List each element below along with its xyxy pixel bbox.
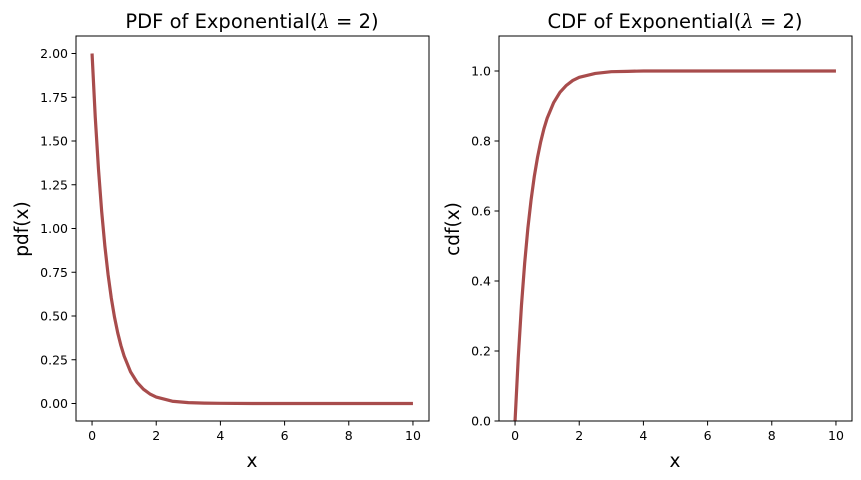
pdf-y-tick-label: 0.75 bbox=[40, 265, 68, 280]
pdf-title: PDF of Exponential(λ = 2) bbox=[125, 10, 378, 33]
pdf-x-tick-label: 4 bbox=[216, 428, 224, 443]
pdf-x-tick-label: 2 bbox=[152, 428, 160, 443]
cdf-y-tick-label: 1.0 bbox=[471, 64, 491, 79]
cdf-x-tick-label: 0 bbox=[511, 428, 519, 443]
pdf-series-line bbox=[90, 53, 413, 406]
pdf-x-tick-label: 10 bbox=[405, 428, 421, 443]
pdf-x-tick-label: 0 bbox=[88, 428, 96, 443]
pdf-y-tick-label: 0.50 bbox=[40, 309, 68, 324]
pdf-y-tick-label: 1.25 bbox=[40, 177, 68, 192]
pdf-title-lambda: λ bbox=[317, 10, 330, 33]
cdf-x-tick-label: 2 bbox=[575, 428, 583, 443]
cdf-y-tick-label: 0.2 bbox=[471, 344, 491, 359]
cdf-y-tick-label: 0.4 bbox=[471, 274, 491, 289]
pdf-y-tick-label: 1.75 bbox=[40, 90, 68, 105]
pdf-plot-area: 0 2 4 6 8 10 0.00 0.25 0.50 0.75 1.00 1.25 1.50 1.75 2… bbox=[40, 35, 430, 443]
cdf-title-prefix: CDF of Exponential( bbox=[547, 10, 741, 33]
cdf-y-tick-label: 0.6 bbox=[471, 204, 491, 219]
cdf-series-line bbox=[513, 69, 836, 421]
cdf-x-tick-label: 8 bbox=[768, 428, 776, 443]
pdf-y-tick-label: 1.00 bbox=[40, 221, 68, 236]
cdf-x-tick-label: 10 bbox=[828, 428, 844, 443]
pdf-x-tick-label: 8 bbox=[345, 428, 353, 443]
pdf-title-prefix: PDF of Exponential( bbox=[125, 10, 317, 33]
cdf-title: CDF of Exponential(λ = 2) bbox=[547, 10, 802, 33]
cdf-title-lambda: λ bbox=[740, 10, 753, 33]
cdf-x-axis-label: x bbox=[670, 451, 681, 472]
pdf-y-tick-label: 0.00 bbox=[40, 396, 68, 411]
pdf-y-tick-label: 1.50 bbox=[40, 134, 68, 149]
cdf-plot-area: 0 2 4 6 8 10 0.0 0.2 0.4 0.6 0.8 1.0 bbox=[471, 35, 853, 443]
pdf-panel: PDF of Exponential(λ = 2) 0 2 4 6 8 10 0.00 0.2… bbox=[12, 10, 430, 472]
pdf-y-axis-label: pdf(x) bbox=[12, 201, 33, 256]
cdf-y-axis-label: cdf(x) bbox=[443, 202, 464, 256]
cdf-x-tick-label: 6 bbox=[704, 428, 712, 443]
cdf-panel: CDF of Exponential(λ = 2) 0 2 4 6 8 100.00.20… bbox=[443, 10, 853, 472]
pdf-x-tick-label: 6 bbox=[281, 428, 289, 443]
cdf-y-tick-label: 0.0 bbox=[471, 414, 491, 429]
cdf-axes-frame bbox=[498, 35, 853, 422]
pdf-y-tick-label: 0.25 bbox=[40, 352, 68, 367]
cdf-title-equals: = 2) bbox=[754, 10, 803, 33]
pdf-title-equals: = 2) bbox=[330, 10, 379, 33]
pdf-y-tick-label: 2.00 bbox=[40, 46, 68, 61]
pdf-x-axis-label: x bbox=[247, 451, 258, 472]
cdf-y-tick-label: 0.8 bbox=[471, 134, 491, 149]
cdf-x-tick-label: 4 bbox=[639, 428, 647, 443]
